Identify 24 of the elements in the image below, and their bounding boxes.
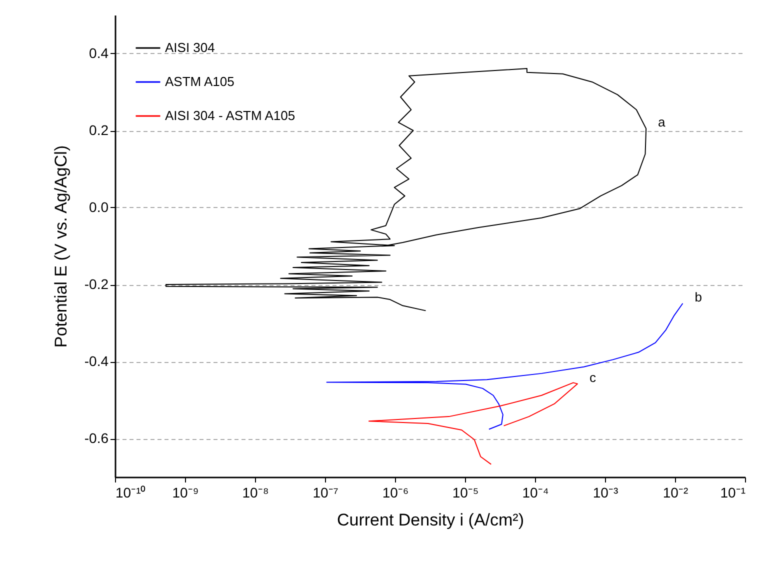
x-tick-label: 10⁻⁹ <box>172 484 199 500</box>
y-tick-label: 0.4 <box>89 45 109 61</box>
x-tick-label: 10⁻⁸ <box>242 484 269 500</box>
x-axis-title: Current Density i (A/cm²) <box>336 510 524 530</box>
legend-label: AISI 304 - ASTM A105 <box>165 108 296 123</box>
y-tick-label: 0.0 <box>89 199 109 215</box>
y-tick-label: -0.4 <box>84 353 109 369</box>
legend-label: ASTM A105 <box>165 74 234 89</box>
y-tick-label: -0.6 <box>84 430 109 446</box>
annotation: c <box>589 370 596 385</box>
x-tick-label: 10⁻¹⁰ <box>116 484 146 500</box>
y-axis-title: Potential E (V vs. Ag/AgCl) <box>51 145 70 348</box>
legend-label: AISI 304 <box>165 40 215 55</box>
annotation: b <box>694 289 702 304</box>
y-tick-label: 0.2 <box>89 122 109 138</box>
x-tick-label: 10⁻⁷ <box>312 484 338 500</box>
x-tick-label: 10⁻⁶ <box>382 484 409 500</box>
x-tick-label: 10⁻⁵ <box>452 484 479 500</box>
x-tick-label: 10⁻² <box>662 484 688 500</box>
annotation: a <box>658 114 666 130</box>
x-tick-label: 10⁻¹ <box>720 484 746 500</box>
x-tick-label: 10⁻⁴ <box>522 484 549 500</box>
x-tick-label: 10⁻³ <box>592 484 618 500</box>
y-tick-label: -0.2 <box>84 276 109 292</box>
